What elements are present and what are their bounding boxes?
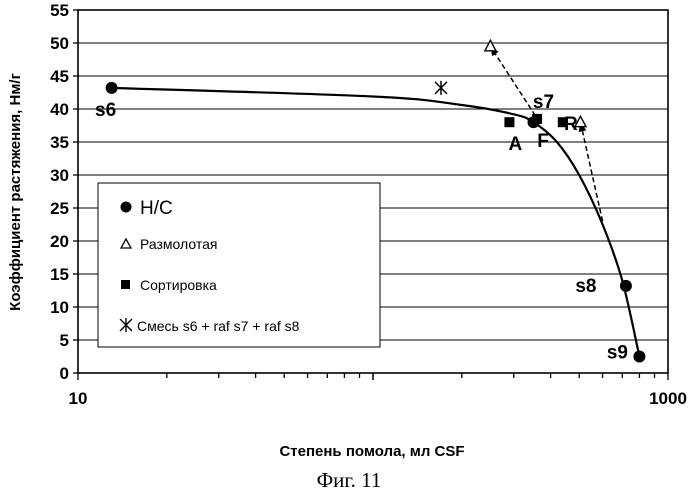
y-tick-label: 35 [50,133,69,152]
data-point-square [504,117,514,127]
y-tick-label: 15 [50,265,69,284]
y-axis-title: Коэффициент растяжения, Нм/г [7,73,24,311]
point-label-s8: s8 [575,276,596,297]
legend-label-hc: Н/С [140,198,173,219]
data-point-triangle [485,40,496,51]
x-axis-title: Степень помола, мл CSF [279,443,464,460]
y-tick-label: 10 [50,298,69,317]
point-label-r: R [564,114,578,135]
data-point-asterisk [435,81,447,95]
legend-label-mix: Смесь s6 + raf s7 + raf s8 [137,318,300,334]
y-tick-label: 25 [50,199,69,218]
y-tick-label: 50 [50,34,69,53]
data-point-circle [106,82,118,94]
y-tick-label: 55 [50,1,69,20]
y-tick-label: 20 [50,232,69,251]
point-label-s7: s7 [533,92,554,113]
legend-marker-circle [121,202,132,213]
dashed-arrow [580,122,602,221]
data-point-square [532,114,542,124]
dashed-arrow [490,46,535,115]
figure-caption: Фиг. 11 [317,468,382,492]
y-tick-labels: 0 5 10 15 20 25 30 35 40 45 50 55 [50,1,78,383]
y-tick-label: 30 [50,166,69,185]
x-tick-labels: 10 1000 [69,373,687,408]
point-label-a: A [509,134,523,155]
x-tick-label: 10 [69,389,88,408]
point-label-f: F [537,131,549,152]
legend-marker-square [121,280,130,289]
data-point-circle [620,280,632,292]
y-tick-label: 5 [60,331,69,350]
y-tick-label: 0 [60,364,69,383]
y-tick-label: 40 [50,100,69,119]
data-point-circle [633,351,645,363]
y-tick-label: 45 [50,67,69,86]
point-label-s9: s9 [607,343,628,364]
x-tick-label: 1000 [649,389,687,408]
legend-label-milled: Размолотая [140,236,217,252]
legend: Н/С Размолотая Сортировка Смесь s6 + raf… [98,183,380,347]
point-label-s6: s6 [95,100,116,121]
legend-label-sorting: Сортировка [140,277,217,293]
